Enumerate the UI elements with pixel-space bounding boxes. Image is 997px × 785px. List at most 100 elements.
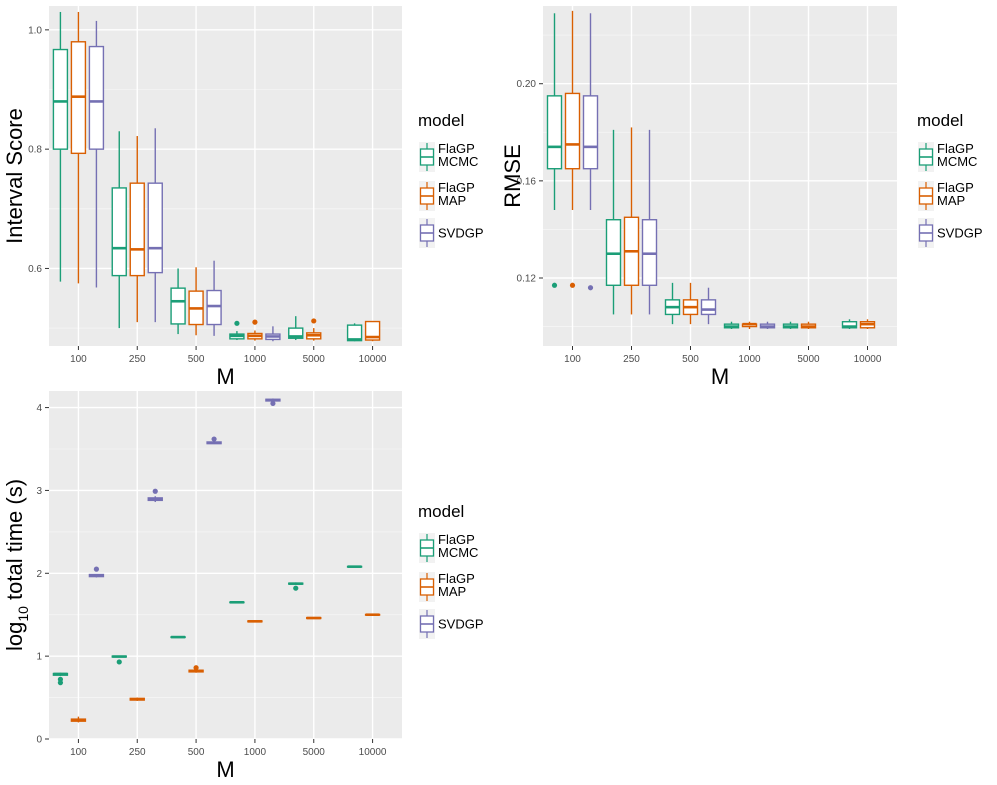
legend-label: FlaGP: [937, 141, 974, 156]
box-body: [582, 95, 599, 170]
legend-label: MCMC: [438, 545, 478, 560]
y-tick-label: 2: [36, 569, 42, 580]
y-axis-title: RMSE: [500, 144, 525, 208]
box-flagp-mcmc-1000: [229, 320, 245, 341]
x-axis-title: M: [216, 364, 234, 389]
box-flagp-map-5000: [306, 616, 322, 620]
outlier-point: [211, 436, 217, 442]
legend-label: FlaGP: [438, 532, 475, 547]
legend-label: FlaGP: [438, 571, 475, 586]
box-flagp-map-10000: [364, 320, 381, 342]
x-axis-title: M: [711, 364, 729, 389]
legend-title: model: [418, 111, 464, 130]
box-body: [147, 182, 163, 274]
panel-background: [49, 391, 402, 739]
outlier-point: [270, 400, 276, 407]
box-svdgp-1000: [759, 321, 776, 329]
box-flagp-map-500: [188, 665, 204, 673]
outlier-point: [193, 665, 199, 671]
chart-panel-2: 0.12 0.16 0.20 100 250 500 1000 5000 10000 M RMSE m…: [500, 6, 983, 389]
box-body: [206, 289, 222, 326]
box-flagp-mcmc-10000: [346, 565, 363, 568]
box-flagp-mcmc-10000: [841, 319, 858, 329]
box-flagp-mcmc-100: [52, 672, 69, 686]
x-tick-label: 100: [564, 354, 581, 365]
x-tick-label: 100: [70, 747, 87, 758]
panel-background: [543, 6, 897, 346]
box-flagp-map-250: [129, 697, 145, 701]
legend-label: SVDGP: [937, 226, 983, 241]
box-svdgp-1000: [265, 398, 281, 407]
x-tick-label: 1000: [244, 747, 267, 758]
outlier-point: [57, 680, 64, 686]
box-flagp-map-250: [129, 136, 145, 323]
y-tick-label: 0.8: [28, 145, 42, 156]
box-body: [700, 299, 717, 316]
box-body: [129, 182, 145, 277]
outlier-point: [93, 566, 100, 572]
box-svdgp-250: [641, 129, 658, 315]
legend-label: MAP: [438, 584, 466, 599]
box-svdgp-500: [206, 260, 222, 336]
outlier-point: [116, 659, 122, 665]
x-tick-label: 10000: [359, 354, 387, 365]
chart-panel-1: 0.6 0.8 1.0 100 250 500 1000 5000 10000 M Interval…: [2, 6, 484, 389]
box-flagp-mcmc-1000: [229, 600, 245, 604]
outlier-point: [293, 585, 299, 591]
box-body: [288, 327, 304, 339]
x-tick-label: 500: [188, 747, 205, 758]
box-flagp-mcmc-250: [111, 131, 127, 329]
box-flagp-map-1000: [741, 321, 758, 329]
panel-background: [49, 6, 402, 346]
box-flagp-map-100: [70, 716, 87, 723]
box-flagp-mcmc-500: [170, 635, 186, 639]
x-tick-label: 5000: [303, 354, 326, 365]
box-flagp-map-500: [682, 282, 699, 325]
box-flagp-map-500: [188, 267, 204, 336]
box-body: [564, 92, 581, 170]
outlier-point: [234, 320, 240, 326]
outlier-point: [587, 285, 594, 291]
box-flagp-mcmc-10000: [346, 323, 363, 342]
box-flagp-map-5000: [306, 318, 322, 341]
legend-label: FlaGP: [438, 180, 475, 195]
y-tick-label: 4: [36, 403, 42, 414]
legend-label: SVDGP: [438, 617, 484, 632]
box-flagp-map-1000: [247, 319, 263, 341]
y-axis-title-rest: total time (s): [2, 479, 27, 606]
box-flagp-map-1000: [247, 620, 263, 623]
legend-entry-svdgp: SVDGP: [419, 609, 484, 639]
box-body: [111, 187, 127, 277]
x-tick-label: 250: [129, 747, 146, 758]
box-svdgp-250: [147, 488, 163, 503]
box-body: [364, 320, 381, 341]
outlier-point: [252, 319, 258, 325]
box-body: [546, 95, 563, 170]
x-axis-title: M: [216, 757, 234, 782]
legend-entry-svdgp: SVDGP: [419, 218, 484, 248]
box-flagp-mcmc-5000: [288, 582, 304, 591]
y-tick-label: 3: [36, 486, 42, 497]
x-tick-label: 1000: [244, 354, 267, 365]
legend-title: model: [917, 111, 963, 130]
x-tick-label: 250: [623, 354, 640, 365]
y-tick-label: 0.6: [28, 264, 42, 275]
box-flagp-mcmc-250: [111, 655, 127, 665]
y-tick-label: 0.12: [517, 274, 537, 285]
outlier-point: [569, 282, 576, 288]
x-tick-label: 100: [70, 354, 87, 365]
box-svdgp-500: [206, 436, 222, 445]
y-tick-label: 1: [36, 652, 42, 663]
box-flagp-mcmc-5000: [288, 316, 304, 341]
box-body: [52, 48, 69, 150]
y-tick-label: 1.0: [28, 25, 42, 36]
legend-label: SVDGP: [438, 226, 484, 241]
box-flagp-mcmc-1000: [723, 321, 740, 329]
